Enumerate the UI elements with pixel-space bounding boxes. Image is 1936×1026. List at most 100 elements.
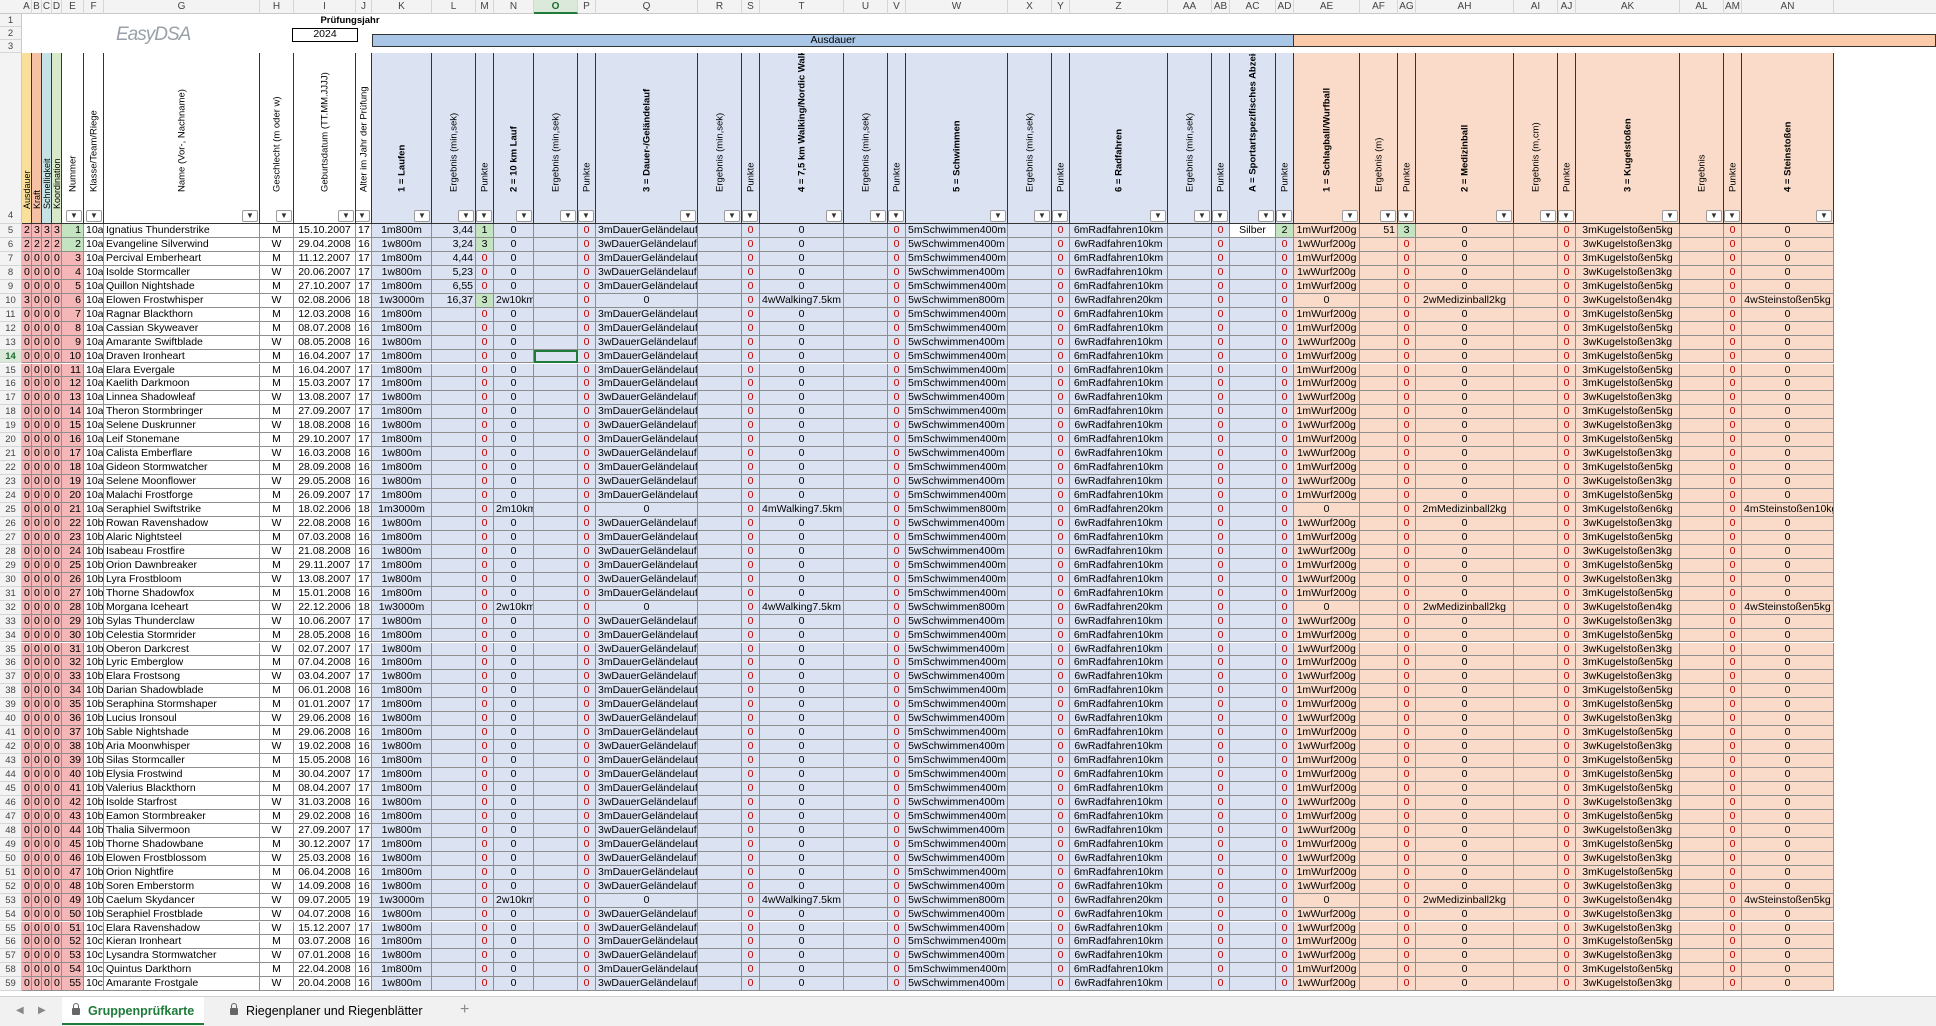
cell[interactable]: 1m800m	[372, 837, 432, 852]
cell[interactable]	[1514, 419, 1558, 434]
cell[interactable]: 46	[62, 851, 84, 866]
cell[interactable]: 17	[356, 265, 372, 280]
cell[interactable]: 5mSchwimmen400m	[906, 935, 1008, 950]
cell[interactable]: 1w800m	[372, 335, 432, 350]
cell[interactable]: 0	[42, 670, 52, 685]
cell[interactable]	[1230, 754, 1276, 769]
cell[interactable]: 16	[356, 656, 372, 671]
cell[interactable]: 0	[42, 586, 52, 601]
cell[interactable]	[844, 237, 888, 252]
cell[interactable]: 0	[494, 530, 534, 545]
name-cell[interactable]: Sable Nightshade	[104, 726, 260, 741]
cell[interactable]: 0	[42, 544, 52, 559]
cell[interactable]: M	[260, 865, 294, 880]
cell[interactable]	[534, 865, 578, 880]
cell[interactable]: 51	[62, 921, 84, 936]
cell[interactable]	[534, 391, 578, 406]
points-cell[interactable]: 0	[1052, 377, 1070, 392]
cell[interactable]: 0	[42, 251, 52, 266]
cell[interactable]: 42	[62, 795, 84, 810]
cell[interactable]: 10a	[84, 475, 104, 490]
cell[interactable]	[698, 251, 742, 266]
cell[interactable]: M	[260, 251, 294, 266]
points-cell[interactable]: 0	[1212, 572, 1230, 587]
cell[interactable]: 0	[22, 754, 32, 769]
cell[interactable]: 3mDauerGeländelauf	[596, 433, 698, 448]
row-header-44[interactable]: 44	[0, 768, 22, 782]
points-cell[interactable]: 0	[742, 349, 760, 364]
cell[interactable]	[1168, 642, 1212, 657]
points-cell[interactable]: 0	[1212, 698, 1230, 713]
points-cell[interactable]: 0	[1558, 544, 1576, 559]
cell[interactable]: 5mSchwimmen400m	[906, 698, 1008, 713]
cell[interactable]: M	[260, 698, 294, 713]
cell[interactable]: 1m800m	[372, 321, 432, 336]
cell[interactable]	[1168, 503, 1212, 517]
cell[interactable]	[534, 251, 578, 266]
cell[interactable]: 3mKugelstoßen5kg	[1576, 656, 1680, 671]
cell[interactable]	[1168, 823, 1212, 838]
cell[interactable]: 0	[52, 503, 62, 517]
cell[interactable]: 0	[1416, 419, 1514, 434]
points-cell[interactable]: 0	[1212, 949, 1230, 964]
cell[interactable]: 0	[1416, 461, 1514, 476]
cell[interactable]: 6wRadfahren10km	[1070, 614, 1168, 629]
cell[interactable]	[698, 293, 742, 308]
cell[interactable]	[844, 544, 888, 559]
cell[interactable]	[432, 642, 476, 657]
cell[interactable]: 0	[596, 293, 698, 308]
points-cell[interactable]: 0	[476, 921, 494, 936]
cell[interactable]	[534, 754, 578, 769]
points-cell[interactable]: 0	[578, 419, 596, 434]
cell[interactable]: 0	[1742, 475, 1834, 490]
points-cell[interactable]: 0	[888, 907, 906, 922]
cell[interactable]	[432, 405, 476, 420]
points-cell[interactable]: 0	[1558, 921, 1576, 936]
points-cell[interactable]: 0	[1212, 251, 1230, 266]
points-cell[interactable]: 0	[888, 516, 906, 531]
cell[interactable]: 3wKugelstoßen3kg	[1576, 335, 1680, 350]
cell[interactable]: 0	[52, 419, 62, 434]
cell[interactable]	[1514, 558, 1558, 573]
cell[interactable]: 0	[32, 656, 42, 671]
points-cell[interactable]: 0	[742, 893, 760, 908]
cell[interactable]: 0	[32, 544, 42, 559]
cell[interactable]: 0	[22, 349, 32, 364]
cell[interactable]: 3mDauerGeländelauf	[596, 754, 698, 769]
filter-dropdown-icon[interactable]: ▼	[476, 210, 492, 222]
points-cell[interactable]: 0	[1276, 768, 1294, 782]
cell[interactable]: 3mDauerGeländelauf	[596, 935, 698, 950]
cell[interactable]: 3mDauerGeländelauf	[596, 656, 698, 671]
cell[interactable]: W	[260, 447, 294, 462]
cell[interactable]: 0	[52, 949, 62, 964]
cell[interactable]	[1680, 935, 1724, 950]
cell[interactable]: 20	[62, 489, 84, 503]
points-cell[interactable]: 0	[1052, 237, 1070, 252]
cell[interactable]	[1360, 656, 1398, 671]
cell[interactable]: 3wKugelstoßen3kg	[1576, 851, 1680, 866]
cell[interactable]: 0	[1416, 279, 1514, 294]
cell[interactable]: 0	[52, 572, 62, 587]
cell[interactable]: 3mKugelstoßen5kg	[1576, 349, 1680, 364]
cell[interactable]: 3wDauerGeländelauf	[596, 419, 698, 434]
filter-dropdown-icon[interactable]: ▼	[1150, 210, 1166, 222]
cell[interactable]: 0	[52, 823, 62, 838]
cell[interactable]	[1168, 684, 1212, 699]
cell[interactable]: 5mSchwimmen400m	[906, 307, 1008, 322]
cell[interactable]: 0	[760, 642, 844, 657]
cell[interactable]: 0	[494, 837, 534, 852]
points-cell[interactable]: 0	[578, 224, 596, 238]
cell[interactable]	[432, 614, 476, 629]
cell[interactable]	[1230, 419, 1276, 434]
column-header-ae[interactable]: AE	[1294, 0, 1360, 14]
cell[interactable]: 6wRadfahren10km	[1070, 921, 1168, 936]
cell[interactable]: 0	[1742, 851, 1834, 866]
cell[interactable]: 0	[1742, 837, 1834, 852]
cell[interactable]: 0	[32, 795, 42, 810]
cell[interactable]: 0	[494, 335, 534, 350]
cell[interactable]: 3mKugelstoßen5kg	[1576, 809, 1680, 824]
cell[interactable]: 25	[62, 558, 84, 573]
cell[interactable]: 1mWurf200g	[1294, 251, 1360, 266]
cell[interactable]: 0	[32, 516, 42, 531]
cell[interactable]: 16,37	[432, 293, 476, 308]
